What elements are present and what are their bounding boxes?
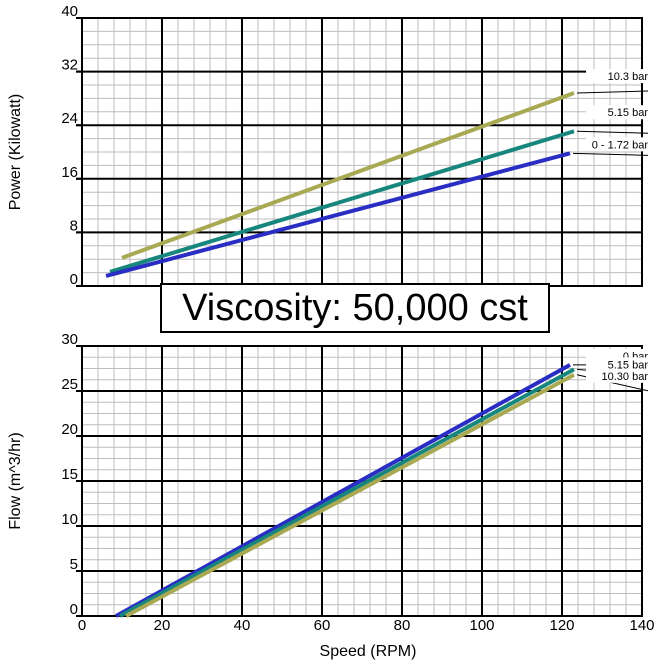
flow-y-tick-label: 10 [61, 511, 78, 528]
power-series-label: 5.15 bar [608, 107, 649, 119]
flow-x-axis-title: Speed (RPM) [320, 643, 417, 660]
flow-y-tick-label: 5 [70, 556, 78, 573]
power-y-tick-label: 8 [70, 217, 78, 234]
power-series-label-bg [586, 105, 650, 120]
flow-y-tick-label: 20 [61, 421, 78, 438]
power-y-tick-label: 16 [61, 164, 78, 181]
power-y-tick-label: 0 [70, 271, 78, 288]
flow-series-label: 5.15 bar [608, 359, 649, 371]
flow-series-label-bg [586, 368, 650, 383]
flow-x-tick-label: 140 [629, 617, 654, 634]
power-series-label-bg [586, 137, 650, 152]
flow-y-tick-label: 0 [70, 601, 78, 618]
flow-y-axis-title: Flow (m^3/hr) [7, 432, 24, 529]
power-series-leader [576, 90, 649, 94]
power-series-leader [576, 130, 649, 134]
flow-y-tick-label: 15 [61, 466, 78, 483]
power-y-tick-label: 32 [61, 57, 78, 74]
flow-x-tick-label: 80 [394, 617, 411, 634]
power-series-label: 10.3 bar [608, 71, 649, 83]
flow-x-tick-label: 100 [469, 617, 494, 634]
flow-x-tick-label: 60 [314, 617, 331, 634]
power-series-line [105, 151, 571, 278]
flow-y-tick-label: 25 [61, 376, 78, 393]
power-y-axis-title: Power (Kilowatt) [7, 94, 24, 210]
flow-y-tick-label: 30 [61, 331, 78, 348]
flow-x-tick-label: 120 [549, 617, 574, 634]
power-y-tick-label: 24 [61, 110, 78, 127]
flow-chart: 0 5 10 15 20 25 30 0 20 40 60 80 100 120 140 Speed (RPM… [7, 331, 655, 660]
flow-series-label: 10.30 bar [602, 371, 649, 383]
flow-x-tick-label: 20 [154, 617, 171, 634]
power-series-line [109, 129, 575, 274]
power-series-line [121, 91, 575, 260]
power-series-leader [572, 152, 649, 156]
flow-series-line [125, 373, 575, 618]
viscosity-banner: Viscosity: 50,000 cst [160, 283, 550, 333]
flow-x-tick-label: 0 [78, 617, 86, 634]
flow-x-tick-label: 40 [234, 617, 251, 634]
flow-series-line [115, 363, 571, 618]
power-chart: 0 8 16 24 32 40 Power (Kilowatt) 10.3 bar 5.15 b… [7, 3, 650, 288]
power-series-label: 0 - 1.72 bar [592, 139, 649, 151]
flow-series-line [119, 367, 575, 618]
power-y-tick-label: 40 [61, 3, 78, 20]
power-series-label-bg [586, 69, 650, 84]
flow-series-label-bg [586, 357, 650, 372]
